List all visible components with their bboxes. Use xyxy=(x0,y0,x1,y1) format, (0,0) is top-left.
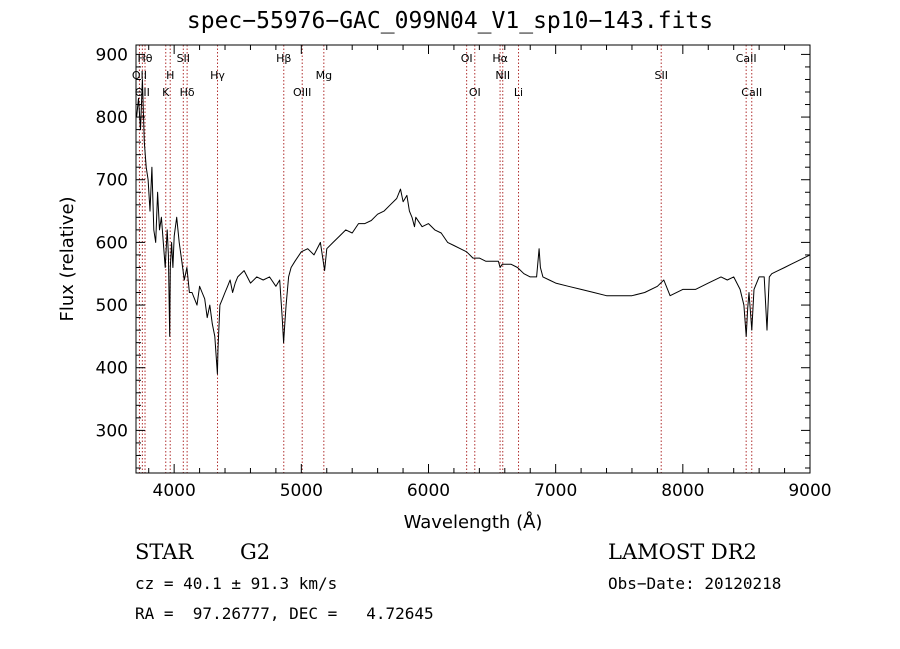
axes: 4000 5000 6000 7000 8000 9000 300 400 500 600 700 8… xyxy=(57,44,832,533)
object-subclass: G2 xyxy=(240,540,271,564)
line-label: Mg xyxy=(316,69,332,82)
y-tick-label: 300 xyxy=(96,421,128,441)
line-label: H xyxy=(166,69,174,82)
chart-title: spec−55976−GAC_099N04_V1_sp10−143.fits xyxy=(186,8,714,34)
survey-name: LAMOST DR2 xyxy=(608,540,757,564)
line-label: Hδ xyxy=(180,86,195,99)
line-label: OIII xyxy=(293,86,311,99)
y-tick-label: 500 xyxy=(96,296,128,316)
x-axis-label: Wavelength (Å) xyxy=(404,511,543,533)
y-tick-label: 700 xyxy=(96,171,128,191)
x-tick-label: 9000 xyxy=(788,481,831,501)
line-label: NII xyxy=(495,69,510,82)
line-label: OI xyxy=(461,52,473,65)
line-label: CaII xyxy=(736,52,757,65)
x-tick-label: 7000 xyxy=(534,481,577,501)
spectrum-series xyxy=(136,79,811,375)
x-tick-label: 4000 xyxy=(153,481,196,501)
line-label: SII xyxy=(654,69,667,82)
plot-frame xyxy=(135,44,811,474)
spectrum-line xyxy=(136,79,811,375)
line-label: Hθ xyxy=(138,52,153,65)
line-label: CaII xyxy=(741,86,762,99)
object-class: STAR xyxy=(135,540,194,564)
y-axis-label: Flux (relative) xyxy=(57,196,78,321)
y-tick-label: 900 xyxy=(96,45,128,65)
x-tick-label: 5000 xyxy=(280,481,323,501)
line-label: Hα xyxy=(492,52,508,65)
line-labels: OIIOIIHθKHSIIHδHγHβOIIIMgOIOIHαNIILiSIIC… xyxy=(132,52,762,99)
x-tick-label: 6000 xyxy=(407,481,450,501)
observation-date: Obs−Date: 20120218 xyxy=(608,574,782,593)
line-label: OII xyxy=(135,86,150,99)
line-label: Hγ xyxy=(210,69,225,82)
coordinates-readout: RA = 97.26777, DEC = 4.72645 xyxy=(135,604,434,623)
line-label: Hβ xyxy=(276,52,291,65)
y-tick-label: 600 xyxy=(96,233,128,253)
line-label: Li xyxy=(514,86,523,99)
line-label: OII xyxy=(132,69,147,82)
redshift-readout: cz = 40.1 ± 91.3 km/s xyxy=(135,574,338,593)
y-tick-label: 400 xyxy=(96,359,128,379)
line-label: OI xyxy=(469,86,481,99)
emission-lines xyxy=(138,45,753,473)
line-label: K xyxy=(162,86,170,99)
x-tick-label: 8000 xyxy=(661,481,704,501)
y-tick-label: 800 xyxy=(96,108,128,128)
line-label: SII xyxy=(177,52,190,65)
